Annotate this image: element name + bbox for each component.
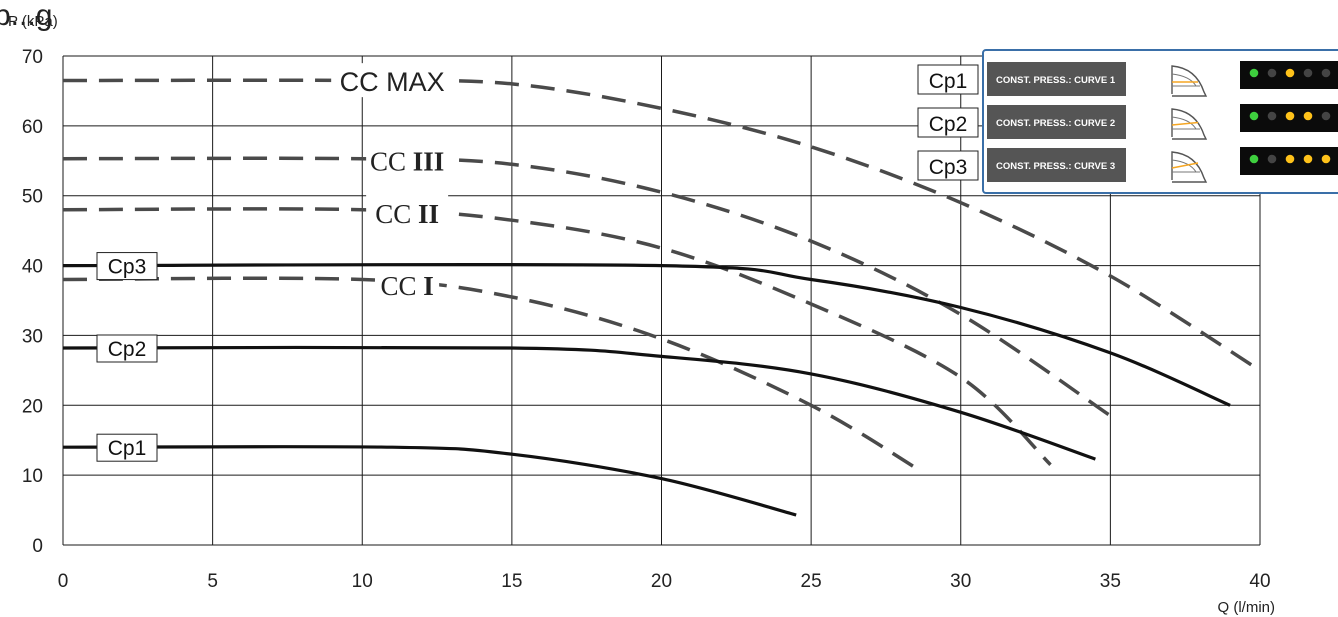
series-line-cc-ii xyxy=(62,207,1052,466)
legend-label-bg xyxy=(987,62,1126,96)
legend-name: Cp3 xyxy=(929,156,968,179)
led-indicator xyxy=(1285,154,1295,164)
series-label-bg xyxy=(366,194,449,229)
legend-label-bg xyxy=(987,148,1126,182)
y-tick-label: 40 xyxy=(22,257,43,278)
x-tick-label: 40 xyxy=(1249,571,1270,592)
legend-name-box xyxy=(917,150,979,181)
series-label-cc-ii: CC II xyxy=(375,199,439,229)
series-label-cp3: Cp3 xyxy=(108,256,147,279)
series-line-cp3 xyxy=(62,262,1231,407)
series-line-cp1 xyxy=(62,445,797,517)
legend-name: Cp1 xyxy=(929,70,968,93)
page-title: p...g xyxy=(0,0,52,32)
series-label-cp1: Cp1 xyxy=(108,437,147,460)
x-tick-label: 15 xyxy=(501,571,522,592)
legend: Cp1 CONST. PRESS.: CURVE 1 Cp2 CONST. PRESS… xyxy=(917,49,1338,194)
x-tick-label: 10 xyxy=(352,571,373,592)
legend-label-bg xyxy=(987,105,1126,139)
legend-text: CONST. PRESS.: CURVE 3 xyxy=(996,161,1115,172)
y-tick-label: 10 xyxy=(22,466,43,487)
pump-curve-icon xyxy=(1171,151,1208,183)
series-label-box xyxy=(96,433,158,462)
x-axis-title: Q (l/min) xyxy=(1218,599,1276,616)
legend-name: Cp2 xyxy=(929,113,968,136)
series-label-cc-iii: CC III xyxy=(370,146,444,176)
series-label-cc-i: CC I xyxy=(380,271,433,301)
y-tick-label: 0 xyxy=(32,536,43,557)
led-indicator xyxy=(1321,111,1331,121)
legend-item-cp3: Cp3 CONST. PRESS.: CURVE 3 xyxy=(917,147,1338,183)
led-indicator xyxy=(1285,68,1295,78)
series-label-box xyxy=(96,252,158,281)
led-indicator xyxy=(1303,111,1313,121)
pump-curve-icon xyxy=(1171,65,1208,97)
y-axis-title: P (kPa) xyxy=(8,13,58,30)
legend-text: CONST. PRESS.: CURVE 1 xyxy=(996,75,1116,86)
led-indicator xyxy=(1321,154,1331,164)
series-line-cc-i xyxy=(62,276,923,474)
led-indicator xyxy=(1249,68,1259,78)
series-label-bg xyxy=(366,142,449,177)
legend-item-cp2: Cp2 CONST. PRESS.: CURVE 2 xyxy=(917,104,1338,140)
led-indicator xyxy=(1285,111,1295,121)
y-tick-label: 20 xyxy=(22,396,43,417)
x-tick-label: 35 xyxy=(1100,571,1121,592)
series-line-cc-iii xyxy=(62,156,1112,418)
x-tick-label: 0 xyxy=(58,571,69,592)
led-indicator xyxy=(1249,154,1259,164)
led-indicator xyxy=(1267,68,1277,78)
legend-text: CONST. PRESS.: CURVE 2 xyxy=(996,118,1115,129)
pump-curve-icon xyxy=(1171,108,1208,140)
legend-name-box xyxy=(917,107,979,138)
led-indicator xyxy=(1249,111,1259,121)
y-tick-label: 60 xyxy=(22,117,43,138)
led-indicator xyxy=(1303,68,1313,78)
y-tick-label: 70 xyxy=(22,47,43,68)
led-indicator xyxy=(1321,68,1331,78)
series-labels: CC MAX CC III CC II CC I Cp3 Cp2 Cp1 xyxy=(96,63,454,462)
series-label-box xyxy=(96,334,158,363)
series-label-cp2: Cp2 xyxy=(108,338,147,361)
led-indicator xyxy=(1267,154,1277,164)
legend-name-box xyxy=(917,64,979,95)
led-indicator xyxy=(1303,154,1313,164)
x-tick-label: 30 xyxy=(950,571,971,592)
x-tick-label: 5 xyxy=(207,571,218,592)
series-label-bg xyxy=(375,266,440,301)
series-label-cc-max: CC MAX xyxy=(340,67,445,97)
series-line-cp2 xyxy=(62,345,1096,461)
x-tick-label: 20 xyxy=(651,571,672,592)
legend-item-cp1: Cp1 CONST. PRESS.: CURVE 1 xyxy=(917,61,1338,97)
y-tick-labels: 0 10 20 30 40 50 60 70 xyxy=(22,47,43,557)
y-tick-label: 30 xyxy=(22,326,43,347)
x-tick-labels: 0 5 10 15 20 25 30 35 40 xyxy=(58,571,1271,592)
led-indicator xyxy=(1267,111,1277,121)
y-tick-label: 50 xyxy=(22,187,43,208)
series-label-bg xyxy=(331,63,454,98)
x-tick-label: 25 xyxy=(801,571,822,592)
